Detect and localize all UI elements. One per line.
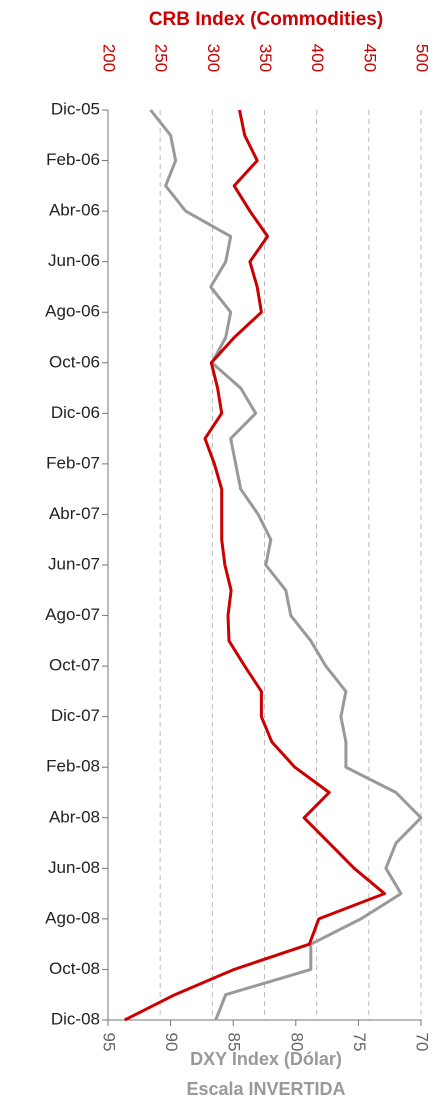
x-tick-label: 350 <box>256 44 275 72</box>
y-tick-label: Oct-06 <box>49 352 100 371</box>
x-tick-label: 200 <box>100 44 119 72</box>
y-tick-label: Oct-08 <box>49 959 100 978</box>
x-tick-label: 450 <box>360 44 379 72</box>
y-tick-label: Dic-06 <box>51 403 100 422</box>
chart-title: CRB Index (Commodities) <box>149 9 383 30</box>
y-tick-label: Abr-06 <box>49 201 100 220</box>
y-tick-label: Feb-06 <box>46 150 100 169</box>
y-tick-label: Jun-08 <box>48 858 100 877</box>
y-tick-label: Feb-07 <box>46 453 100 472</box>
x2-tick-label: 70 <box>413 1033 432 1052</box>
x-tick-label: 250 <box>152 44 171 72</box>
x2-tick-label: 95 <box>100 1033 119 1052</box>
y-tick-label: Dic-07 <box>51 706 100 725</box>
x2-tick-label: 75 <box>350 1033 369 1052</box>
y-tick-label: Oct-07 <box>49 656 100 675</box>
y-tick-label: Ago-06 <box>45 302 100 321</box>
x-tick-label: 300 <box>204 44 223 72</box>
series-line <box>124 109 386 1022</box>
series-line <box>149 109 423 1021</box>
x2-tick-label: 85 <box>225 1033 244 1052</box>
x2-axis-label: DXY Index (Dólar) <box>190 1049 342 1069</box>
x2-tick-label: 80 <box>287 1033 306 1052</box>
y-tick-label: Abr-07 <box>49 504 100 523</box>
y-tick-label: Dic-08 <box>51 1009 100 1028</box>
x-tick-label: 500 <box>413 44 432 72</box>
y-tick-label: Dic-05 <box>51 99 100 118</box>
y-tick-label: Jun-07 <box>48 554 100 573</box>
y-tick-label: Feb-08 <box>46 757 100 776</box>
y-tick-label: Ago-08 <box>45 908 100 927</box>
x2-tick-label: 90 <box>162 1033 181 1052</box>
y-tick-label: Jun-06 <box>48 251 100 270</box>
y-tick-label: Ago-07 <box>45 605 100 624</box>
x-tick-label: 400 <box>308 44 327 72</box>
y-tick-label: Abr-08 <box>49 807 100 826</box>
x2-axis-label: Escala INVERTIDA <box>186 1079 345 1099</box>
